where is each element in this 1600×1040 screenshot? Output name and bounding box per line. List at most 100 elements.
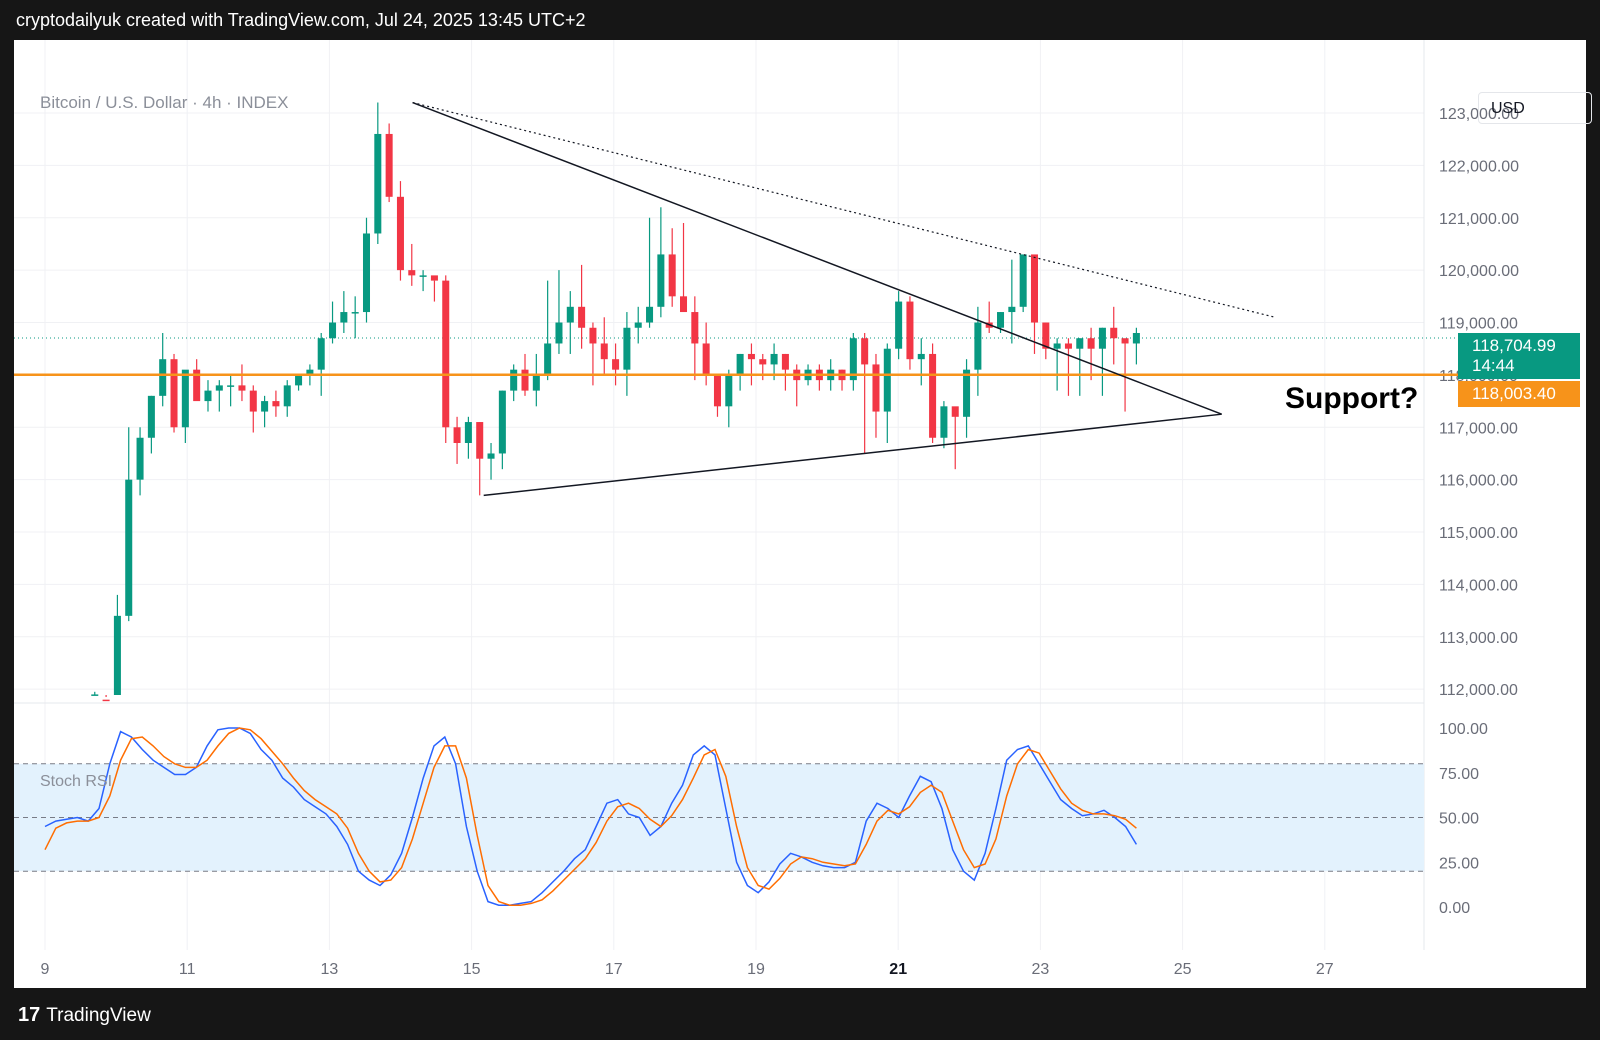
y-tick-label: 115,000.00 <box>1439 525 1518 542</box>
candle-body <box>612 359 620 370</box>
candle-body <box>374 133 382 234</box>
candle-body <box>917 353 925 360</box>
candle-body <box>1098 327 1106 349</box>
x-tick-label: 27 <box>1316 961 1334 978</box>
candle-body <box>329 322 337 339</box>
candle-body <box>340 312 348 323</box>
candle-body <box>419 275 427 277</box>
y-tick-label: 112,000.00 <box>1439 682 1518 699</box>
candle-body <box>125 479 133 616</box>
candle-body <box>102 699 110 702</box>
stoch-tick-label: 50.00 <box>1439 811 1479 828</box>
candle-body <box>713 374 721 407</box>
x-tick-label: 23 <box>1032 961 1050 978</box>
candle-body <box>781 353 789 370</box>
candle-body <box>578 306 586 328</box>
candle-body <box>929 353 937 438</box>
candle-body <box>362 233 371 313</box>
candle-body <box>147 395 155 438</box>
candle-body <box>1132 332 1140 344</box>
candle-body <box>555 322 563 344</box>
candle-body <box>227 385 235 387</box>
chart-canvas[interactable]: 9 11 13 15 17 19 21 23 25 27 123,000.00 122,000.00 1… <box>14 40 1586 988</box>
brand-footer[interactable]: 17 TradingView <box>18 1004 151 1027</box>
chart-panel[interactable]: 9 11 13 15 17 19 21 23 25 27 123,000.00 122,000.00 1… <box>14 40 1592 988</box>
candle-body <box>113 615 121 695</box>
candle-body <box>759 359 767 365</box>
candle-body <box>193 369 201 402</box>
currency-selector[interactable]: USD <box>1478 92 1592 124</box>
candle-body <box>532 374 540 391</box>
candle-body <box>498 390 506 454</box>
x-tick-label: 9 <box>41 961 50 978</box>
candle-body <box>736 353 744 375</box>
y-tick-label: 117,000.00 <box>1439 420 1518 437</box>
candle-body <box>679 296 688 313</box>
candle-body <box>1008 306 1016 313</box>
stoch-tick-label: 25.00 <box>1439 855 1479 872</box>
trend-line <box>483 413 1222 497</box>
candle-body <box>691 312 699 344</box>
candle-body <box>261 401 269 412</box>
stoch-tick-label: 100.00 <box>1439 721 1488 738</box>
stoch-tick-label: 0.00 <box>1439 900 1470 917</box>
candle-body <box>295 374 303 386</box>
x-tick-label: 17 <box>605 961 623 978</box>
candle-body <box>136 437 144 480</box>
tradingview-logo-icon: 17 <box>18 1004 41 1026</box>
candle-body <box>646 306 654 323</box>
y-tick-label: 121,000.00 <box>1439 211 1519 228</box>
candle-body <box>476 422 484 459</box>
candle-body <box>747 353 755 360</box>
candle-body <box>1064 343 1072 349</box>
candle-body <box>272 401 280 407</box>
candle-body <box>600 343 608 360</box>
candle-body <box>951 406 959 417</box>
candle-body <box>1019 254 1027 307</box>
candle-body <box>623 327 631 370</box>
trend-line <box>412 101 1222 415</box>
candle-body <box>464 422 472 443</box>
candle-body <box>895 301 903 349</box>
candle-body <box>1030 254 1038 323</box>
stoch-tick-label: 75.00 <box>1439 766 1479 783</box>
candle-body <box>657 254 665 307</box>
candle-body <box>1042 322 1050 349</box>
candle-body <box>204 390 212 402</box>
candle-body <box>317 338 325 370</box>
candle-body <box>861 338 869 365</box>
y-tick-label: 123,000.00 <box>1439 106 1519 123</box>
candle-body <box>238 385 246 391</box>
x-tick-label: 21 <box>889 961 907 978</box>
candle-body <box>1121 338 1129 344</box>
candle-body <box>1053 343 1061 349</box>
candle-body <box>385 133 393 197</box>
stoch-k-line <box>44 727 1138 906</box>
candle-body <box>544 343 552 375</box>
y-tick-label: 116,000.00 <box>1439 473 1518 490</box>
candle-countdown: 14:44 <box>1472 356 1515 375</box>
candle-body <box>249 390 257 412</box>
candle-body <box>408 270 416 276</box>
candle-body <box>589 327 597 344</box>
stoch-d-line <box>44 727 1137 906</box>
candle-body <box>351 312 359 314</box>
y-tick-label: 122,000.00 <box>1439 158 1519 175</box>
candle-body <box>283 385 291 407</box>
candle-body <box>849 338 857 381</box>
stoch-rsi-label: Stoch RSI <box>40 773 113 790</box>
chart-attribution: cryptodailyuk created with TradingView.c… <box>16 10 586 30</box>
support-annotation: Support? <box>1285 382 1419 415</box>
symbol-title: Bitcoin / U.S. Dollar · 4h · INDEX <box>40 93 289 112</box>
candle-body <box>997 312 1005 328</box>
candle-body <box>181 369 189 428</box>
last-price-value: 118,704.99 <box>1472 336 1556 355</box>
x-tick-label: 13 <box>321 961 339 978</box>
candle-body <box>453 427 461 443</box>
candle-body <box>306 369 314 375</box>
candle-body <box>872 364 880 412</box>
support-price-label: 118,003.40 <box>1458 381 1580 407</box>
candle-body <box>634 322 642 328</box>
candle-body <box>940 406 948 438</box>
y-tick-label: 113,000.00 <box>1439 630 1518 647</box>
